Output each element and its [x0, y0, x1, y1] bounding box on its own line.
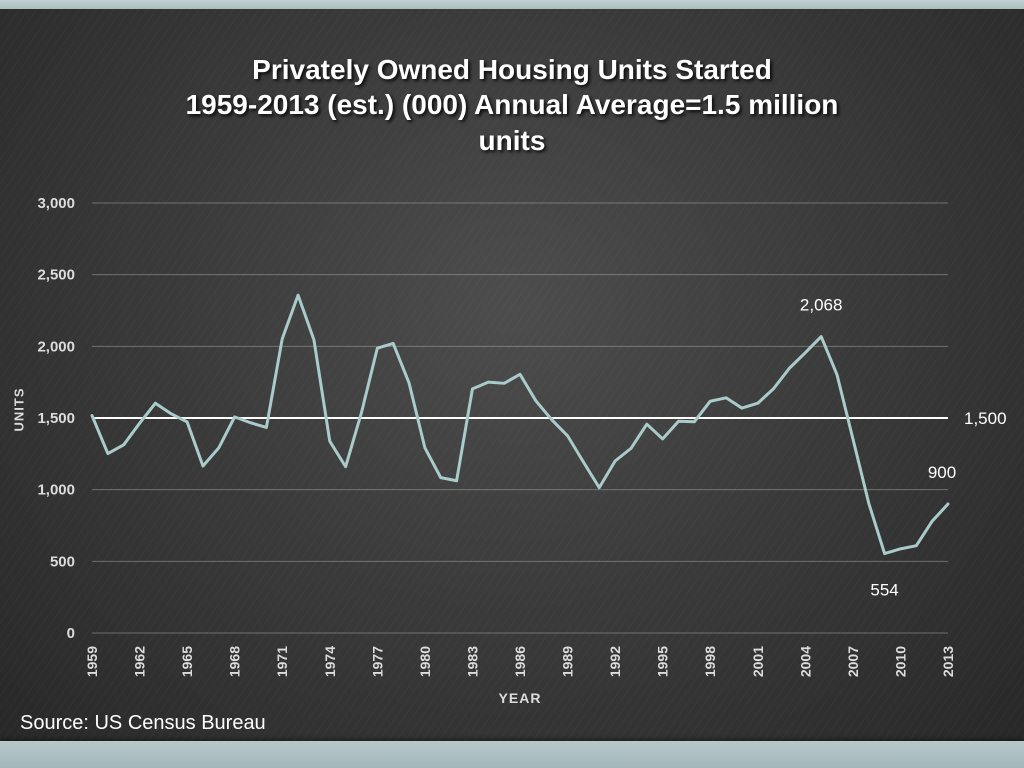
y-tick-label: 2,000	[37, 338, 75, 355]
y-tick-label: 3,000	[37, 195, 75, 212]
chart-title: Privately Owned Housing Units Started 19…	[92, 52, 932, 158]
x-tick-label: 1974	[322, 646, 338, 677]
x-tick-label: 1980	[417, 646, 433, 677]
chart-title-line-1: Privately Owned Housing Units Started	[252, 54, 772, 85]
x-tick-label: 1962	[132, 646, 148, 677]
y-tick-label: 500	[50, 553, 75, 570]
x-axis-title: YEAR	[498, 690, 542, 706]
x-tick-label: 1968	[227, 646, 243, 677]
top-accent-band	[0, 0, 1024, 9]
y-tick-label: 1,500	[37, 410, 75, 427]
chart-title-line-2: 1959-2013 (est.) (000) Annual Average=1.…	[185, 89, 839, 121]
x-tick-label: 1965	[179, 646, 195, 677]
x-tick-label: 1995	[655, 646, 671, 677]
y-tick-label: 2,500	[37, 267, 75, 284]
x-tick-label: 1998	[702, 646, 718, 677]
x-tick-label: 2010	[892, 646, 908, 677]
x-tick-label: 2013	[940, 646, 956, 677]
x-tick-label: 2004	[797, 646, 813, 677]
source-text: Source: US Census Bureau	[20, 712, 266, 734]
x-tick-label: 1989	[560, 646, 576, 677]
y-axis-title: UNITS	[11, 387, 27, 432]
x-tick-label: 1983	[464, 646, 480, 677]
chart-title-line-3: units	[478, 124, 546, 156]
y-tick-label: 1,000	[37, 482, 75, 499]
average-line-label: 1,500	[964, 409, 1007, 428]
x-tick-label: 2007	[845, 646, 861, 677]
y-tick-label: 0	[67, 625, 75, 642]
x-tick-label: 1986	[512, 646, 528, 677]
annotation-2068: 2,068	[800, 296, 843, 315]
bottom-accent-band	[0, 741, 1024, 768]
annotation-900: 900	[928, 463, 956, 482]
x-tick-label: 1971	[274, 646, 290, 677]
x-tick-label: 1959	[84, 646, 100, 677]
x-tick-label: 2001	[750, 646, 766, 677]
housing-starts-line	[90, 293, 950, 556]
x-tick-label: 1977	[369, 646, 385, 677]
annotation-554: 554	[870, 581, 898, 600]
x-tick-label: 1992	[607, 646, 623, 677]
